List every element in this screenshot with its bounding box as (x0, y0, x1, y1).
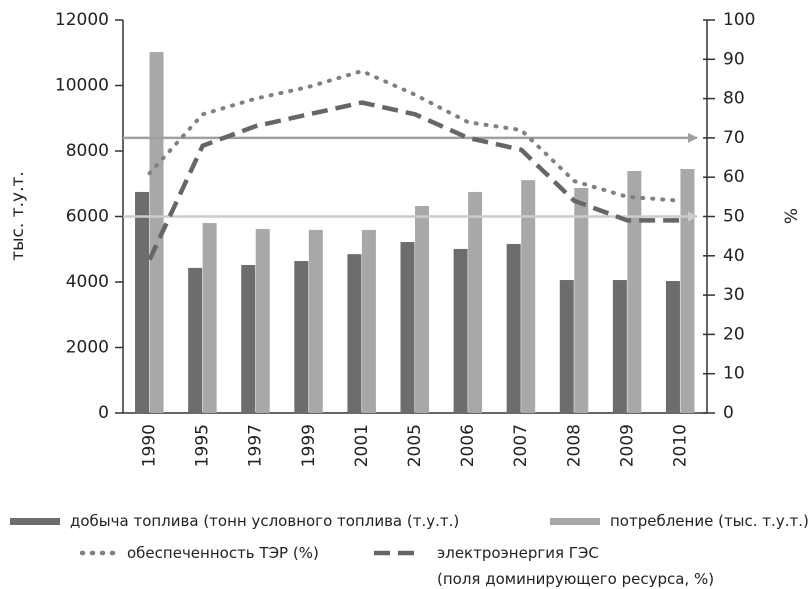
line (147, 68, 683, 203)
legend-label: добыча топлива (тонн условного топлива (… (70, 512, 460, 530)
y-tick-label: 4000 (66, 272, 109, 292)
bar (308, 229, 323, 413)
y2-tick-label: 20 (723, 324, 745, 344)
x-tick-label: 2005 (405, 424, 425, 467)
y-tick-label: 8000 (66, 141, 109, 161)
x-tick-label: 2007 (511, 424, 531, 467)
bar (521, 180, 536, 413)
y2-tick-label: 90 (723, 49, 745, 69)
y-tick-label: 10000 (55, 76, 109, 96)
y2-tick-label: 40 (723, 246, 745, 266)
x-tick-label: 2006 (458, 424, 478, 467)
legend-label: обеспеченность ТЭР (%) (127, 544, 319, 562)
bar (294, 261, 309, 413)
x-tick-label: 1999 (299, 424, 319, 467)
legend-label: потребление (тыс. т.у.т.) (610, 512, 809, 530)
bar (627, 170, 642, 413)
bar (400, 242, 415, 413)
y-axis-label: тыс. т.у.т. (8, 171, 28, 261)
bar (612, 280, 627, 413)
y-tick-label: 2000 (66, 338, 109, 358)
bar (255, 228, 270, 413)
y-tick-label: 12000 (55, 10, 109, 30)
bar (559, 280, 574, 413)
legend-swatch (10, 518, 60, 525)
bar (680, 169, 695, 413)
y2-tick-label: 30 (723, 285, 745, 305)
y2-tick-label: 50 (723, 207, 745, 227)
y2-tick-label: 100 (723, 10, 755, 30)
chart: тыс. т.у.т. % 0 2000 4000 6000 8000 10000 1200… (8, 10, 802, 467)
line (147, 100, 681, 261)
y2-tick-label: 80 (723, 89, 745, 109)
y2-tick-label: 0 (723, 403, 734, 423)
x-tick-label: 2009 (617, 424, 637, 467)
bar (361, 229, 376, 413)
bar (149, 52, 164, 413)
y2-axis-label: % (782, 208, 802, 224)
bar (347, 254, 362, 413)
x-tick-label: 2008 (564, 424, 584, 467)
y-tick-label: 6000 (66, 207, 109, 227)
y2-tick-label: 70 (723, 128, 745, 148)
x-tick-label: 2001 (352, 424, 372, 467)
legend-label: электроэнергия ГЭС (поля доминирующего р… (437, 544, 715, 588)
bar (188, 267, 203, 413)
legend-swatch (374, 550, 420, 556)
x-tick-label: 1990 (140, 424, 160, 467)
bar (415, 206, 429, 413)
x-tick-label: 1995 (193, 424, 213, 467)
x-tick-label: 1997 (246, 424, 266, 467)
bar (241, 264, 256, 413)
bar (453, 248, 468, 413)
legend-swatch (80, 550, 121, 556)
bar (202, 223, 217, 413)
bar (574, 188, 589, 413)
bar (506, 244, 521, 413)
legend-swatch-bar (550, 518, 600, 525)
legend-swatch (550, 518, 600, 525)
y2-tick-label: 10 (723, 364, 745, 384)
y2-tick-label: 60 (723, 167, 745, 187)
bar (135, 191, 150, 413)
x-tick-label: 2010 (670, 424, 690, 467)
y-tick-label: 0 (98, 403, 109, 423)
bar (665, 281, 680, 413)
bar (468, 191, 483, 413)
legend-swatch-bar (10, 518, 60, 525)
